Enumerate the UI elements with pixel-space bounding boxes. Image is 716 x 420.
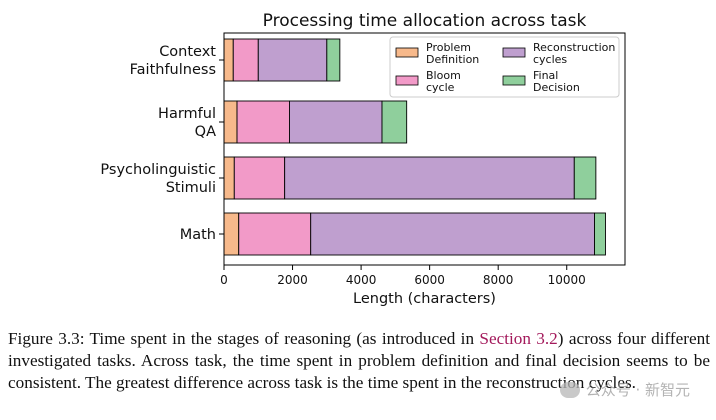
y-tick-label: Math [180,227,216,243]
x-axis-label: Length (characters) [353,291,496,307]
wechat-logo-icon [559,381,580,398]
x-tick-label: 4000 [346,273,377,287]
chart-title: Processing time allocation across task [263,11,587,31]
watermark-text: 公众号 · 新智元 [585,381,690,399]
legend-label: Final [533,69,558,82]
plot-frame [223,32,626,266]
x-tick-label: 0 [220,273,228,287]
bar-segment [236,100,290,144]
legend-box [389,36,620,98]
bar-segment [232,38,259,82]
legend-label: Bloom [426,69,461,82]
figure-caption: Figure 3.3: Time spent in the stages of … [8,328,710,394]
caption-prefix: Figure 3.3: Time spent in the stages of … [8,329,480,348]
legend-label: Problem [426,41,471,54]
y-tick-label: QA [195,124,216,140]
bar-segment [223,100,238,144]
chart-figure: Processing time allocation across task Co… [100,11,626,307]
bar-segment [223,156,235,200]
y-tick-label: Harmful [158,106,216,122]
bar-segment [257,38,328,82]
bar-segment [284,156,575,200]
caption-suffix: ) across four different investigated tas… [8,329,710,392]
legend-label: cycles [533,53,567,66]
bar-segment [326,38,341,82]
legend-swatch [502,47,526,58]
legend-swatch [395,47,419,58]
x-tick-label: 6000 [414,273,445,287]
x-tick-label: 10000 [548,273,586,287]
y-tick-label: Faithfulness [130,62,216,78]
bar-segment [238,212,312,256]
legend-label: Reconstruction [533,41,615,54]
bar-segment [223,38,234,82]
bar-segment [381,100,408,144]
bar-segment [223,212,240,256]
bar-segment [594,212,606,256]
section-reference-link[interactable]: Section 3.2 [479,329,558,348]
watermark: 公众号 · 新智元 [559,379,690,400]
bar-segment [310,212,595,256]
bar-segment [289,100,383,144]
y-tick-label: Stimuli [166,180,216,196]
y-tick-label: Psycholinguistic [100,162,216,178]
legend-swatch [395,75,419,86]
legend-label: cycle [426,81,455,94]
bar-segment [573,156,597,200]
legend-label: Decision [533,81,580,94]
stacked-bar-chart: Processing time allocation across task Co… [100,11,626,307]
legend-label: Definition [426,53,479,66]
y-tick-label: Context [159,44,216,60]
bar-segment [233,156,286,200]
x-tick-label: 2000 [277,273,308,287]
legend-swatch [502,75,526,86]
x-tick-label: 8000 [483,273,514,287]
